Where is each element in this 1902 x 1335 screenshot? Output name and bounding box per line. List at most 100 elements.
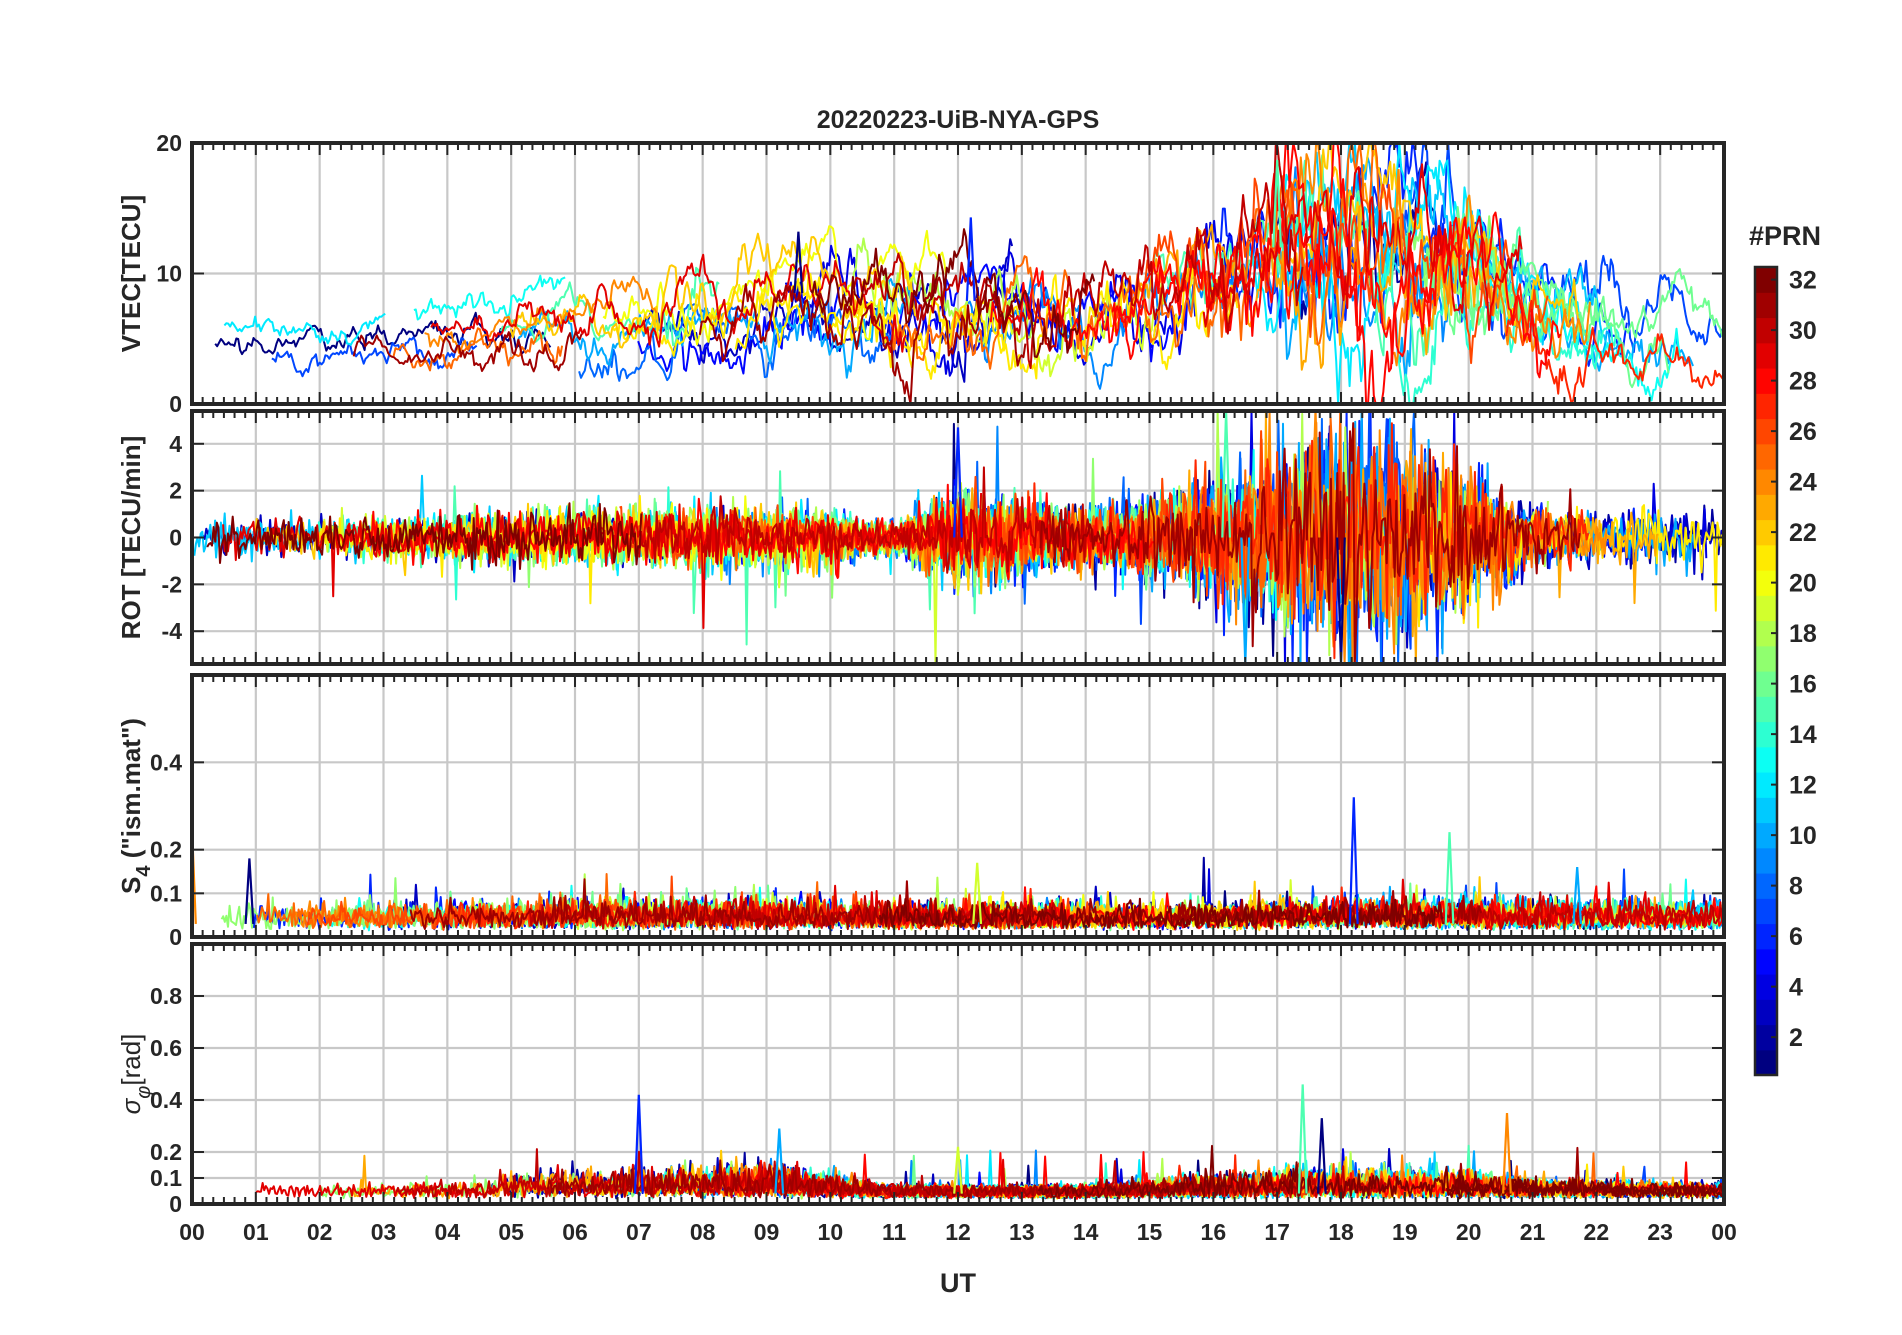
colorbar-segment [1755, 1049, 1777, 1076]
colorbar-tick-label: 22 [1789, 519, 1817, 547]
series-prn-29 [1202, 163, 1523, 331]
colorbar-segment [1755, 746, 1777, 773]
ytick-label: 0.2 [150, 1139, 182, 1165]
peak-mark [793, 231, 804, 294]
y-axis-label: S4 ("ism.mat") [116, 718, 155, 894]
peak-mark [244, 858, 255, 924]
peak-mark [1393, 169, 1404, 254]
xtick-label: 04 [435, 1219, 461, 1245]
peak-mark [1444, 832, 1455, 924]
colorbar-tick-label: 6 [1789, 923, 1803, 951]
colorbar-segment [1755, 923, 1777, 950]
peak-mark [1297, 1084, 1308, 1194]
series-prn-31 [546, 1159, 1298, 1200]
ytick-label: 0.1 [150, 880, 182, 906]
ytick-label: -4 [162, 618, 183, 644]
series-prn-27 [1505, 283, 1724, 404]
ytick-label: 0.6 [150, 1035, 182, 1061]
colorbar-segment [1755, 443, 1777, 470]
ytick-label: -2 [162, 571, 182, 597]
y-axis-label: σφ[rad] [116, 1034, 155, 1115]
peak-mark [1310, 411, 1321, 538]
xtick-label: 07 [626, 1219, 652, 1245]
y-axis-label: ROT [TECU/min] [116, 436, 146, 640]
colorbar-segment [1755, 317, 1777, 344]
colorbar-segment [1755, 721, 1777, 748]
colorbar-tick-label: 16 [1789, 671, 1817, 699]
series-prn-31 [698, 274, 1027, 404]
ytick-label: 0.4 [150, 1087, 182, 1113]
colorbar-segment [1755, 772, 1777, 798]
peak-mark [1336, 537, 1346, 664]
xtick-label: 13 [1009, 1219, 1035, 1245]
peak-mark [192, 827, 197, 924]
colorbar-segment [1755, 671, 1777, 697]
colorbar-segment [1755, 595, 1777, 622]
series-prn-25 [1232, 411, 1548, 624]
xtick-label: 00 [1711, 1219, 1737, 1245]
colorbar-segment [1755, 974, 1777, 1000]
colorbar-segment [1755, 267, 1777, 293]
peak-mark [953, 1146, 963, 1194]
xtick-label: 12 [945, 1219, 971, 1245]
colorbar-tick-label: 14 [1789, 721, 1817, 749]
series-prn-15 [499, 266, 720, 347]
series-group [193, 411, 1724, 664]
colorbar-segment [1755, 873, 1777, 899]
peak-mark [1240, 537, 1251, 664]
colorbar-segment [1755, 368, 1777, 394]
peak-mark [953, 427, 963, 538]
panel-s4: 0 0.1 0.2 0.4S4 ("ism.mat") [116, 673, 1726, 950]
series-prn-29 [1251, 878, 1724, 930]
series-prn-31 [1039, 422, 1581, 664]
colorbar-segment [1755, 999, 1777, 1026]
panel-rot: -4 -2 0 2 4 ROT [TECU/min] [116, 409, 1726, 666]
series-group [255, 1084, 1724, 1200]
ytick-label: 0 [169, 391, 182, 417]
colorbar-segment [1755, 822, 1777, 849]
colorbar-tick-label: 24 [1789, 469, 1817, 497]
xtick-label: 03 [371, 1219, 397, 1245]
xtick-label: 02 [307, 1219, 333, 1245]
ytick-label: 4 [169, 431, 182, 457]
colorbar-tick-label: 4 [1789, 974, 1803, 1002]
colorbar-tick-label: 32 [1789, 267, 1817, 295]
ytick-label: 0 [169, 525, 182, 551]
series-prn-12 [223, 312, 386, 346]
colorbar-tick-label: 12 [1789, 772, 1817, 800]
ytick-label: 0 [169, 1191, 182, 1217]
ytick-label: 2 [169, 478, 182, 504]
series-prn-31 [352, 330, 583, 373]
peak-mark [1272, 159, 1283, 248]
chart-title: 20220223-UiB-NYA-GPS [817, 106, 1100, 134]
ytick-label: 0 [169, 924, 182, 950]
xtick-label: 18 [1328, 1219, 1354, 1245]
xtick-label: 17 [1264, 1219, 1290, 1245]
series-prn-13 [413, 274, 566, 321]
xtick-label: 01 [243, 1219, 269, 1245]
peak-mark [1502, 1112, 1512, 1194]
xtick-label: 06 [562, 1219, 588, 1245]
series-prn-32 [810, 228, 1096, 359]
xtick-label: 08 [690, 1219, 716, 1245]
colorbar-segment [1755, 418, 1777, 445]
series-prn-32 [1445, 1170, 1724, 1200]
xtick-label: 23 [1647, 1219, 1673, 1245]
ytick-label: 0.1 [150, 1165, 182, 1191]
xtick-label: 09 [754, 1219, 780, 1245]
colorbar-tick-label: 10 [1789, 822, 1817, 850]
ytick-label: 10 [156, 261, 182, 287]
colorbar-segment [1755, 1024, 1777, 1051]
colorbar-segment [1755, 544, 1777, 571]
xtick-label: 15 [1137, 1219, 1163, 1245]
series-prn-14 [1374, 253, 1622, 404]
series-prn-30 [1445, 891, 1724, 932]
series-prn-24 [424, 275, 658, 354]
peak-mark [1572, 867, 1583, 924]
xtick-label: 20 [1456, 1219, 1482, 1245]
colorbar-tick-label: 2 [1789, 1024, 1803, 1052]
series-prn-20 [602, 225, 947, 346]
